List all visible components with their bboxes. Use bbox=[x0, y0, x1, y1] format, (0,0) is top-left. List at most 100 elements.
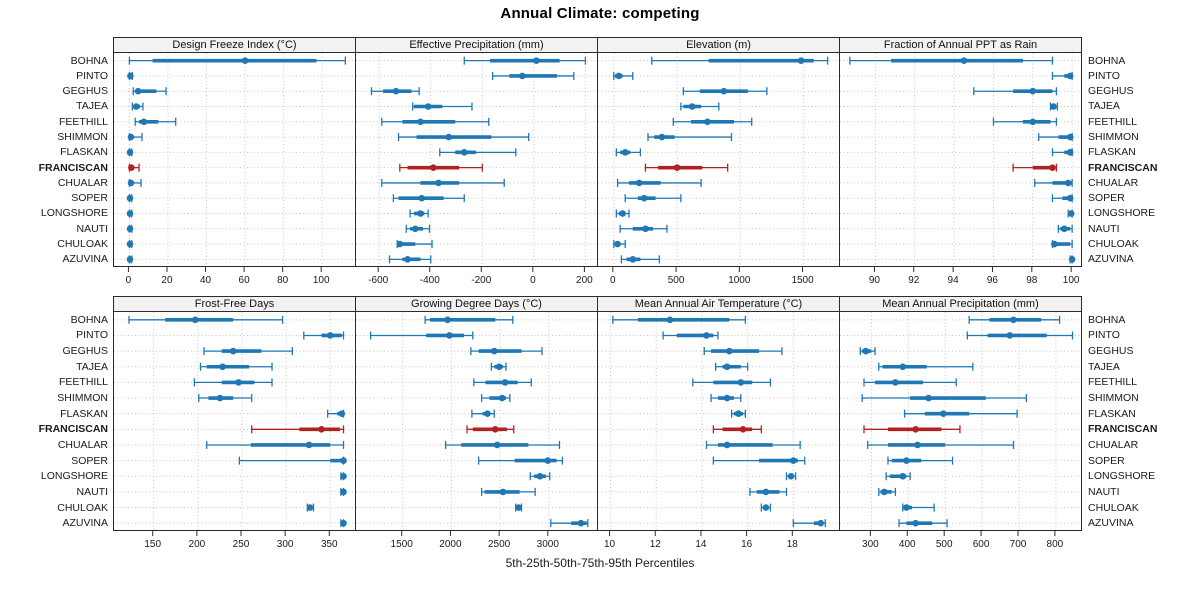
svg-text:2000: 2000 bbox=[439, 539, 462, 550]
svg-text:90: 90 bbox=[869, 275, 881, 286]
category-label: SOPER bbox=[1088, 454, 1125, 467]
svg-text:2500: 2500 bbox=[488, 539, 511, 550]
percentile-row bbox=[887, 456, 954, 465]
percentile-row bbox=[966, 331, 1074, 340]
percentile-row bbox=[863, 378, 957, 387]
panel: Fraction of Annual PPT as Rain 90 92 94 96 98… bbox=[839, 37, 1082, 289]
category-label: NAUTI bbox=[76, 222, 109, 235]
svg-text:100: 100 bbox=[1063, 275, 1080, 286]
category-label: NAUTI bbox=[1088, 222, 1120, 235]
category-label: AZUVINA bbox=[1088, 517, 1134, 530]
percentile-row bbox=[388, 255, 432, 264]
svg-text:16: 16 bbox=[741, 539, 753, 550]
svg-text:18: 18 bbox=[787, 539, 799, 550]
x-axis: -600 -400 -200 0 200 bbox=[368, 267, 593, 286]
percentile-row bbox=[1051, 240, 1073, 249]
category-label: BOHNA bbox=[1088, 54, 1126, 67]
percentile-row bbox=[867, 440, 1015, 449]
svg-text:12: 12 bbox=[650, 539, 662, 550]
percentile-row bbox=[885, 472, 911, 481]
panel-plot-area bbox=[113, 53, 356, 267]
category-label: GEGHUS bbox=[1088, 345, 1134, 358]
category-label: AZUVINA bbox=[62, 253, 108, 266]
percentile-row bbox=[409, 209, 429, 218]
percentile-row bbox=[340, 472, 347, 481]
panel: Elevation (m) 0 500 1000 1500 bbox=[597, 37, 840, 289]
percentile-row bbox=[785, 472, 797, 481]
category-label: NAUTI bbox=[76, 485, 109, 498]
category-label: CHULOAK bbox=[1088, 238, 1139, 251]
percentile-row bbox=[903, 409, 1018, 418]
panel: Frost-Free Days 150 200 250 300 350 bbox=[113, 296, 356, 553]
category-axis-left: BOHNA PINTO GEGHUS TAJEA FEETHILL SHIMMON FLAS… bbox=[0, 312, 108, 531]
category-label: PINTO bbox=[76, 329, 108, 342]
category-label: FLASKAN bbox=[1088, 407, 1136, 420]
percentile-row bbox=[193, 378, 273, 387]
svg-text:80: 80 bbox=[277, 275, 289, 286]
svg-text:-200: -200 bbox=[471, 275, 491, 286]
percentile-row bbox=[439, 148, 517, 157]
panel-strip-title: Frost-Free Days bbox=[113, 296, 356, 312]
category-label: GEGHUS bbox=[62, 345, 108, 358]
percentile-row bbox=[619, 224, 668, 233]
category-label: LONGSHORE bbox=[1088, 207, 1156, 220]
panel-strip-title: Mean Annual Air Temperature (°C) bbox=[597, 296, 840, 312]
svg-text:800: 800 bbox=[1047, 539, 1064, 550]
panel: Mean Annual Air Temperature (°C) 10 12 14 16… bbox=[597, 296, 840, 553]
percentile-row bbox=[529, 472, 551, 481]
percentile-row bbox=[127, 71, 134, 80]
percentile-row bbox=[405, 224, 431, 233]
percentile-row bbox=[466, 425, 515, 434]
percentile-row bbox=[613, 71, 634, 80]
category-label: CHULOAK bbox=[1088, 501, 1139, 514]
percentile-row bbox=[397, 133, 530, 142]
category-label: CHUALAR bbox=[1088, 176, 1139, 189]
percentile-row bbox=[399, 163, 483, 172]
svg-text:92: 92 bbox=[908, 275, 920, 286]
percentile-row bbox=[651, 56, 829, 65]
svg-text:300: 300 bbox=[862, 539, 879, 550]
category-label: SOPER bbox=[71, 454, 108, 467]
panel-plot-area bbox=[597, 53, 840, 267]
panel-plot-area bbox=[839, 53, 1082, 267]
category-label: FRANCISCAN bbox=[1088, 423, 1158, 436]
percentile-row bbox=[1051, 194, 1074, 203]
percentile-row bbox=[647, 133, 733, 142]
svg-text:300: 300 bbox=[277, 539, 294, 550]
percentile-row bbox=[473, 378, 532, 387]
svg-text:20: 20 bbox=[161, 275, 173, 286]
svg-text:40: 40 bbox=[200, 275, 212, 286]
panel-band: BOHNA PINTO GEGHUS TAJEA FEETHILL SHIMMON FLAS… bbox=[0, 37, 1200, 289]
svg-text:200: 200 bbox=[189, 539, 206, 550]
svg-text:96: 96 bbox=[987, 275, 999, 286]
category-label: CHUALAR bbox=[57, 176, 108, 189]
category-label: FRANCISCAN bbox=[1088, 161, 1158, 174]
category-label: CHUALAR bbox=[57, 438, 108, 451]
percentile-row bbox=[203, 347, 293, 356]
percentile-row bbox=[760, 503, 772, 512]
percentile-row bbox=[703, 347, 783, 356]
category-label: CHULOAK bbox=[57, 501, 108, 514]
panel: Growing Degree Days (°C) 1500 2000 2500 3000 bbox=[355, 296, 598, 553]
percentile-row bbox=[992, 117, 1058, 126]
category-label: FEETHILL bbox=[58, 115, 108, 128]
percentile-row bbox=[444, 440, 561, 449]
panel-plot-area bbox=[355, 312, 598, 531]
percentile-row bbox=[613, 240, 626, 249]
category-label: LONGSHORE bbox=[40, 470, 108, 483]
x-axis: 1500 2000 2500 3000 bbox=[391, 531, 559, 550]
svg-text:100: 100 bbox=[313, 275, 330, 286]
category-label: PINTO bbox=[1088, 69, 1120, 82]
percentile-row bbox=[412, 102, 473, 111]
percentile-row bbox=[730, 409, 746, 418]
panel-strip-title: Elevation (m) bbox=[597, 37, 840, 53]
percentile-row bbox=[392, 194, 465, 203]
svg-text:10: 10 bbox=[604, 539, 616, 550]
svg-text:-400: -400 bbox=[420, 275, 440, 286]
svg-text:350: 350 bbox=[321, 539, 338, 550]
x-axis: 0 20 40 60 80 100 bbox=[126, 267, 330, 286]
percentile-row bbox=[878, 362, 974, 371]
percentile-row bbox=[898, 519, 948, 528]
x-axis: 90 92 94 96 98 100 bbox=[869, 267, 1080, 286]
